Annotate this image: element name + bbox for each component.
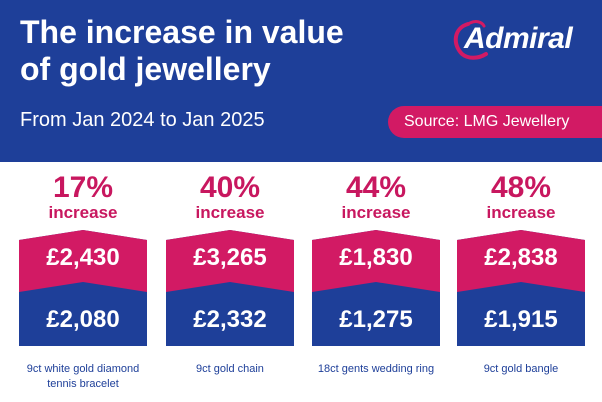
logo-swoosh-icon xyxy=(453,20,488,60)
page-title: The increase in value of gold jewellery xyxy=(20,14,344,88)
price-jan-2024: £1,275 xyxy=(339,306,413,333)
price-jan-2025: £1,830 xyxy=(339,244,413,271)
price-house-graphic xyxy=(312,230,440,346)
logo-wordmark: Admiral xyxy=(464,22,573,55)
price-jan-2024: £1,915 xyxy=(484,306,558,333)
item-name: 9ct gold chain xyxy=(156,362,304,377)
header-banner: The increase in value of gold jewellery … xyxy=(0,0,602,162)
title-line-2: of gold jewellery xyxy=(20,51,271,87)
title-line-1: The increase in value xyxy=(20,14,344,50)
item-name: 18ct gents wedding ring xyxy=(302,362,450,377)
price-house-graphic xyxy=(166,230,294,346)
increase-label: increase xyxy=(195,203,265,222)
item-name-line-1: 18ct gents wedding ring xyxy=(317,363,435,375)
price-house-graphic xyxy=(457,230,585,346)
increase-label: increase xyxy=(341,203,411,222)
price-house-graphic xyxy=(19,230,147,346)
item-name-line-1: 9ct gold bangle xyxy=(483,363,559,375)
price-jan-2025: £2,430 xyxy=(46,244,120,271)
item-name-line-2: tennis bracelet xyxy=(47,378,119,390)
item-name-line-1: 9ct gold chain xyxy=(196,363,264,375)
admiral-logo: Admiral xyxy=(448,14,598,66)
price-jan-2025: £2,838 xyxy=(484,244,558,271)
price-jan-2024: £2,080 xyxy=(46,306,120,333)
item-name-line-1: 9ct white gold diamond xyxy=(26,363,140,375)
percent-increase: 40% xyxy=(199,171,261,204)
percent-increase: 48% xyxy=(490,171,552,204)
increase-label: increase xyxy=(48,203,118,222)
date-range-subtitle: From Jan 2024 to Jan 2025 xyxy=(20,109,265,131)
price-jan-2024: £2,332 xyxy=(193,306,267,333)
source-badge: Source: LMG Jewellery xyxy=(388,106,602,138)
percent-increase: 17% xyxy=(52,171,114,204)
price-jan-2025: £3,265 xyxy=(193,244,267,271)
increase-label: increase xyxy=(486,203,556,222)
percent-increase: 44% xyxy=(345,171,407,204)
item-name: 9ct white gold diamond tennis bracelet xyxy=(9,362,157,392)
item-name: 9ct gold bangle xyxy=(447,362,595,377)
